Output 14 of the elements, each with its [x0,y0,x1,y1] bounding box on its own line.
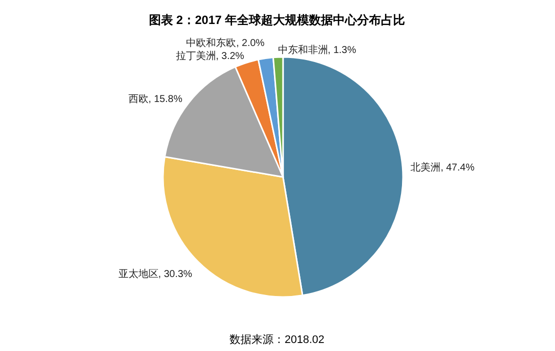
slice-label: 中东和非洲 [278,44,328,56]
data-label: , 1.3% [328,45,356,56]
data-label: , 30.3% [158,269,192,280]
data-label: , 47.4% [440,162,475,174]
chart-title: 图表 2：2017 年全球超大规模数据中心分布占比 [148,13,406,27]
data-label: , 2.0% [236,38,265,50]
slice-label: 西欧 [128,94,148,105]
slice-label: 北美洲 [410,162,441,174]
data-label: , 3.2% [216,51,244,62]
slice-label: 亚太地区 [118,268,158,280]
slice-label: 中欧和东欧 [186,37,236,50]
source-note: 数据来源：2018.02 [230,333,324,346]
data-label: , 15.8% [148,94,182,105]
slice-label: 拉丁美洲 [176,50,216,62]
